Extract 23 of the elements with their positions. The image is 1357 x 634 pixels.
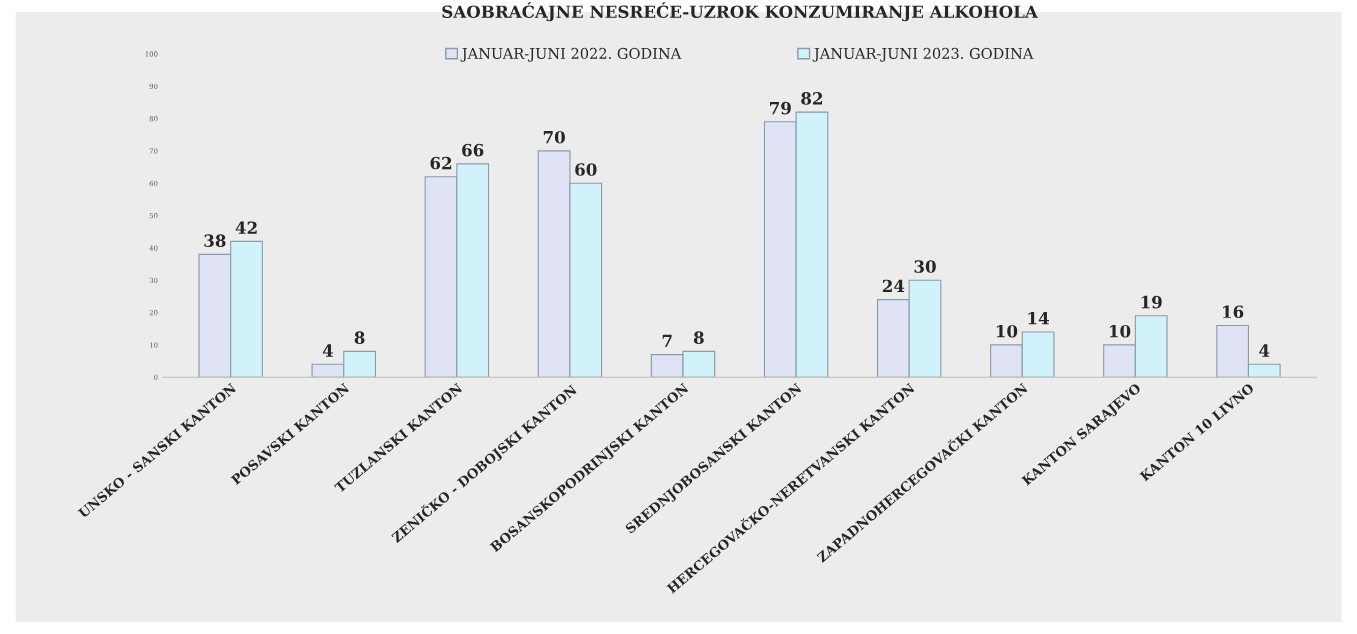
data-label: 8 <box>354 331 365 344</box>
data-label: 66 <box>462 143 484 157</box>
data-label: 4 <box>322 344 334 357</box>
data-label: 10 <box>1109 324 1131 338</box>
data-label: 62 <box>430 156 452 170</box>
data-label: 14 <box>1028 311 1050 325</box>
chart-title: SAOBRAĆAJNE NESREĆE-UZROK KONZUMIRANJE ALKOHOLA <box>442 2 1039 22</box>
data-label: 38 <box>204 234 226 247</box>
data-label: 30 <box>914 260 936 273</box>
data-label: 4 <box>1259 344 1270 357</box>
legend-label: JANUAR-JUNI 2022. GODINA <box>460 47 682 62</box>
data-label: 70 <box>543 130 565 144</box>
data-label: 79 <box>770 101 791 115</box>
data-label: 19 <box>1141 295 1162 309</box>
data-label: 8 <box>693 331 704 344</box>
data-label: 10 <box>996 324 1018 338</box>
data-label: 82 <box>801 92 823 105</box>
data-label: 42 <box>235 221 257 234</box>
data-label: 7 <box>662 334 672 347</box>
legend-label: JANUAR-JUNI 2023. GODINA <box>812 47 1034 62</box>
data-label: 16 <box>1223 305 1244 319</box>
data-label: 60 <box>575 163 597 176</box>
data-label: 24 <box>882 279 905 292</box>
